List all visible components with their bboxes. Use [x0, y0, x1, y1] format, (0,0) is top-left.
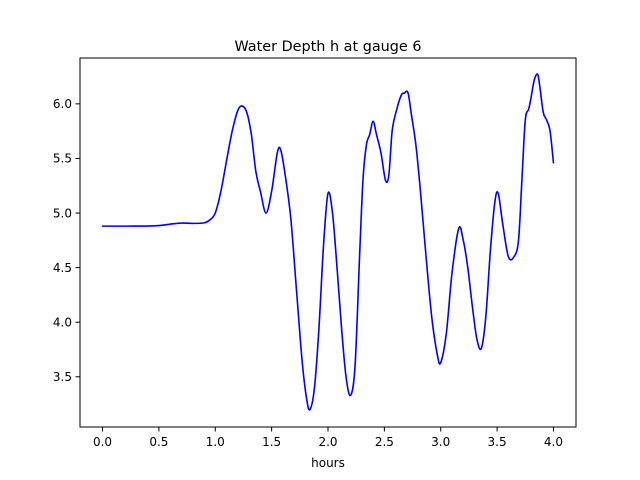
x-tick-label: 1.5: [262, 435, 281, 449]
y-tick-label: 3.5: [53, 370, 72, 384]
x-axis-label: hours: [311, 456, 345, 470]
chart-title: Water Depth h at gauge 6: [234, 39, 421, 55]
x-tick-label: 0.0: [93, 435, 112, 449]
x-tick-label: 4.0: [544, 435, 563, 449]
y-tick-label: 4.0: [53, 315, 72, 329]
series-line-0: [101, 73, 555, 411]
x-tick-label: 3.0: [431, 435, 450, 449]
x-tick-label: 3.5: [488, 435, 507, 449]
x-tick-label: 2.0: [318, 435, 337, 449]
plot-area: [80, 58, 576, 427]
x-tick-label: 0.5: [149, 435, 168, 449]
y-tick-label: 6.0: [53, 97, 72, 111]
x-axis: 0.0 0.5 1.0 1.5 2.0 2.5 3.0 3.5 4.0: [93, 427, 563, 449]
y-axis: 3.5 4.0 4.5 5.0 5.5 6.0: [53, 97, 80, 384]
series-layer: [101, 73, 555, 411]
y-tick-label: 5.0: [53, 206, 72, 220]
x-tick-label: 1.0: [206, 435, 225, 449]
y-tick-label: 4.5: [53, 261, 72, 275]
y-tick-label: 5.5: [53, 152, 72, 166]
x-tick-label: 2.5: [375, 435, 394, 449]
